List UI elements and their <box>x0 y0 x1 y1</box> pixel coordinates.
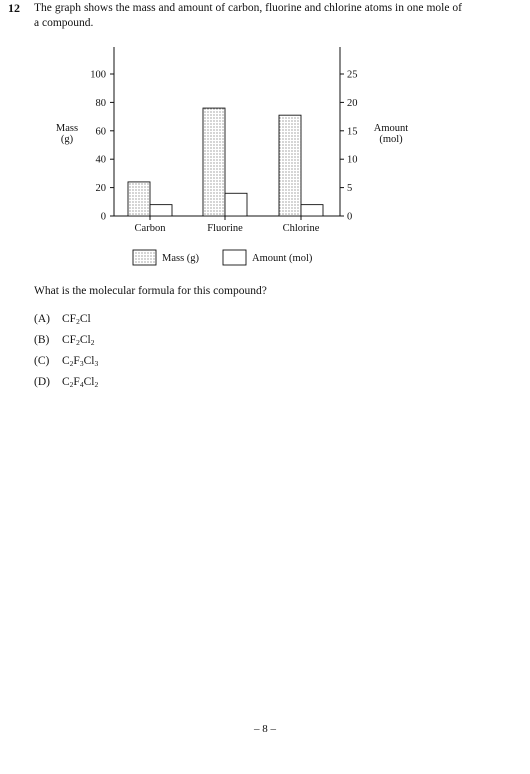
right-axis-label: Amount <box>374 123 409 134</box>
legend-label: Amount (mol) <box>252 253 313 264</box>
x-tick-label: Chlorine <box>283 223 320 234</box>
right-tick-label: 25 <box>347 70 358 81</box>
legend-label: Mass (g) <box>162 253 200 264</box>
left-tick-label: 0 <box>101 212 106 223</box>
right-tick-label: 0 <box>347 212 352 223</box>
option-formula: CF2Cl2 <box>62 334 95 347</box>
legend-swatch <box>222 249 247 266</box>
bar-chart: 0 20 40 60 80 100 0 5 10 15 20 25 Carbon Fluorine Chlo… <box>56 47 408 266</box>
question-number: 12 <box>8 1 20 15</box>
answer-option[interactable]: (C) C2F3Cl3 <box>34 355 98 368</box>
right-tick-label: 15 <box>347 126 358 137</box>
chart-legend: Mass (g) Amount (mol) <box>132 249 313 266</box>
right-tick-label: 5 <box>347 183 352 194</box>
answer-option[interactable]: (D) C2F4Cl2 <box>34 376 98 389</box>
question-prompt: What is the molecular formula for this c… <box>34 285 267 297</box>
option-label: (C) <box>34 355 50 367</box>
page-number: – 8 – <box>254 723 276 735</box>
left-axis-label: (g) <box>61 134 74 145</box>
mass-bar-chlorine <box>278 114 302 217</box>
right-tick-label: 20 <box>347 98 358 109</box>
left-tick-label: 100 <box>90 70 106 81</box>
amount-bar-fluorine <box>224 192 248 217</box>
option-formula: CF2Cl <box>62 313 91 326</box>
mass-bar-fluorine <box>202 107 226 217</box>
left-tick-label: 80 <box>96 98 107 109</box>
answer-option[interactable]: (B) CF2Cl2 <box>34 334 94 347</box>
x-tick-label: Fluorine <box>207 223 243 234</box>
x-tick-label: Carbon <box>135 223 167 234</box>
option-label: (D) <box>34 376 50 388</box>
option-label: (A) <box>34 313 50 325</box>
option-formula: C2F3Cl3 <box>62 355 99 368</box>
option-formula: C2F4Cl2 <box>62 376 99 389</box>
question-stem: The graph shows the mass and amount of c… <box>34 2 462 29</box>
answer-option[interactable]: (A) CF2Cl <box>34 313 91 326</box>
mass-bar-carbon <box>127 181 151 217</box>
option-label: (B) <box>34 334 50 346</box>
chart-bars <box>127 107 324 217</box>
right-tick-label: 10 <box>347 155 358 166</box>
amount-bar-carbon <box>149 204 173 217</box>
left-axis-label: Mass <box>56 123 78 134</box>
right-axis-label: (mol) <box>379 134 403 145</box>
chart-ticks: 0 20 40 60 80 100 0 5 10 15 20 25 Carbon Fluorine Chlo… <box>90 70 357 235</box>
left-tick-label: 40 <box>96 155 107 166</box>
chart-axis-labels: Mass(g) Amount(mol) <box>56 123 408 145</box>
left-tick-label: 20 <box>96 183 107 194</box>
amount-bar-chlorine <box>300 204 324 217</box>
legend-swatch <box>132 249 157 266</box>
left-tick-label: 60 <box>96 126 107 137</box>
